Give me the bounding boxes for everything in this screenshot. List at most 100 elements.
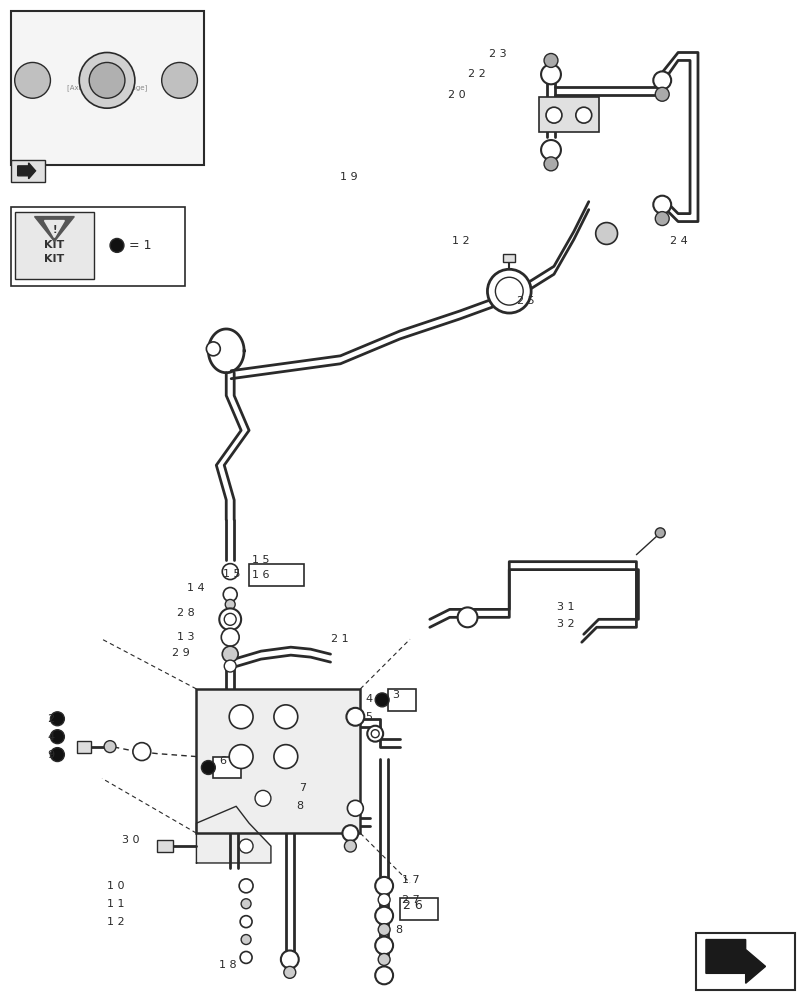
Text: 1 9: 1 9 (340, 172, 358, 182)
Text: !: ! (52, 225, 57, 235)
Bar (539, 97, 598, 132)
Circle shape (241, 935, 251, 945)
Text: 1 4: 1 4 (187, 583, 204, 593)
Circle shape (375, 907, 393, 925)
Text: 1 2: 1 2 (451, 236, 469, 246)
Bar (11, 160, 45, 182)
Circle shape (224, 613, 236, 625)
Text: 7: 7 (298, 783, 306, 793)
Bar (15, 212, 94, 279)
Circle shape (653, 196, 671, 214)
Circle shape (342, 825, 358, 841)
Circle shape (540, 64, 560, 84)
Circle shape (15, 62, 50, 98)
Circle shape (375, 937, 393, 954)
Circle shape (50, 748, 64, 762)
Bar (503, 254, 515, 262)
Text: 1 5: 1 5 (251, 555, 269, 565)
Circle shape (545, 107, 561, 123)
Circle shape (240, 916, 251, 928)
Circle shape (346, 708, 364, 726)
Circle shape (255, 790, 271, 806)
Text: 3 0: 3 0 (122, 835, 139, 845)
Circle shape (273, 705, 298, 729)
Text: 2 9: 2 9 (171, 648, 189, 658)
Text: 8: 8 (395, 925, 401, 935)
Text: 2 0: 2 0 (447, 90, 465, 100)
Circle shape (367, 726, 383, 742)
Text: 1 2: 1 2 (107, 917, 125, 927)
Circle shape (104, 741, 116, 753)
Bar (213, 757, 241, 778)
Circle shape (89, 62, 125, 98)
Text: 6: 6 (219, 756, 226, 766)
Circle shape (225, 599, 235, 609)
Circle shape (133, 743, 151, 761)
Circle shape (375, 693, 388, 707)
Text: 2: 2 (47, 714, 54, 724)
Bar (695, 933, 794, 990)
Circle shape (50, 712, 64, 726)
Text: KIT: KIT (45, 254, 64, 264)
Text: 1 7: 1 7 (401, 875, 419, 885)
Circle shape (543, 157, 557, 171)
Polygon shape (705, 940, 765, 983)
Bar (11, 11, 204, 165)
Circle shape (223, 588, 237, 601)
Circle shape (224, 660, 236, 672)
Text: 2 6: 2 6 (402, 899, 423, 912)
Circle shape (206, 342, 220, 356)
Text: 2 8: 2 8 (176, 608, 194, 618)
Circle shape (595, 223, 617, 244)
Text: 4: 4 (365, 694, 372, 704)
Circle shape (239, 839, 253, 853)
Text: KIT: KIT (45, 240, 64, 250)
Text: 2 1: 2 1 (330, 634, 348, 644)
Bar (400, 898, 437, 920)
Circle shape (495, 277, 522, 305)
Circle shape (375, 966, 393, 984)
Text: 5: 5 (365, 712, 371, 722)
Text: 2 7: 2 7 (401, 895, 419, 905)
Circle shape (653, 71, 671, 89)
Text: 1 0: 1 0 (107, 881, 124, 891)
Text: 1 5: 1 5 (223, 569, 241, 579)
Polygon shape (18, 163, 36, 179)
Circle shape (654, 212, 668, 226)
Circle shape (654, 528, 664, 538)
Circle shape (79, 52, 135, 108)
Bar (11, 207, 184, 286)
Circle shape (540, 140, 560, 160)
Text: 2 2: 2 2 (467, 69, 485, 79)
Circle shape (221, 628, 239, 646)
Circle shape (161, 62, 197, 98)
Polygon shape (35, 217, 74, 241)
Circle shape (371, 730, 379, 738)
Circle shape (543, 53, 557, 67)
Text: [Axle Assembly Image]: [Axle Assembly Image] (67, 84, 147, 91)
Circle shape (219, 608, 241, 630)
Polygon shape (45, 221, 64, 237)
Text: 2 4: 2 4 (669, 236, 687, 246)
Circle shape (375, 877, 393, 895)
Circle shape (222, 646, 238, 662)
Circle shape (201, 761, 215, 774)
Text: 2 5: 2 5 (517, 296, 534, 306)
Circle shape (240, 951, 251, 963)
Text: 1 8: 1 8 (219, 960, 237, 970)
Text: 4: 4 (47, 732, 54, 742)
Polygon shape (196, 806, 271, 863)
Text: 3 2: 3 2 (556, 619, 574, 629)
Circle shape (378, 894, 389, 906)
Text: 1 1: 1 1 (107, 899, 124, 909)
Circle shape (281, 950, 298, 968)
Circle shape (229, 705, 253, 729)
Bar (77, 741, 91, 753)
Circle shape (344, 840, 356, 852)
Circle shape (110, 238, 124, 252)
Circle shape (378, 953, 389, 965)
Circle shape (654, 87, 668, 101)
Bar (196, 689, 360, 833)
Circle shape (347, 800, 363, 816)
Circle shape (222, 564, 238, 580)
